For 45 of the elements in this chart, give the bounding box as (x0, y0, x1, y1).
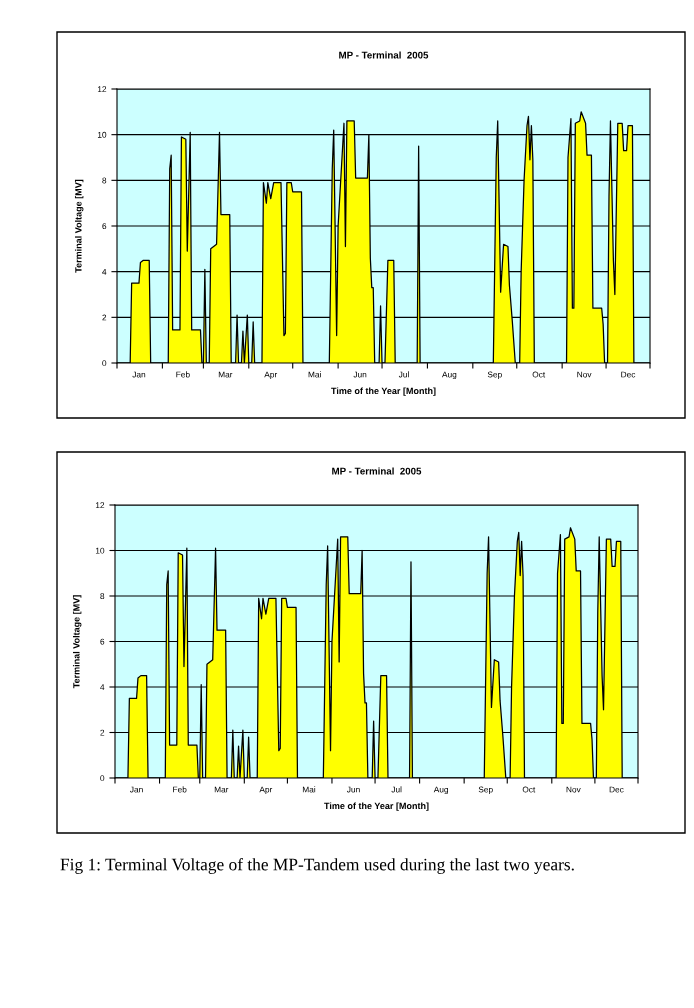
x-tick-label: Sep (478, 786, 493, 795)
y-tick-label: 12 (95, 502, 105, 509)
y-tick-label: 10 (97, 131, 107, 138)
chart-title: MP - Terminal 2005 (339, 51, 429, 59)
y-tick-label: 12 (97, 86, 107, 93)
x-tick-label: Oct (532, 371, 546, 378)
x-tick-label: Oct (522, 786, 536, 793)
x-tick-label: Mai (308, 371, 321, 378)
y-tick-label: 6 (100, 638, 105, 645)
chart-title: MP - Terminal 2005 (332, 467, 422, 475)
x-tick-label: Jul (391, 786, 402, 793)
x-tick-label: Feb (176, 371, 190, 378)
x-axis-title: Time of the Year [Month] (324, 802, 429, 811)
y-axis-title: Terminal Voltage [MV] (74, 179, 84, 273)
x-tick-label: Jun (346, 786, 360, 793)
x-tick-label: Mar (218, 371, 233, 378)
y-tick-label: 0 (100, 775, 105, 782)
x-tick-label: Apr (259, 786, 273, 795)
x-tick-label: Jun (353, 371, 367, 378)
x-tick-label: Aug (433, 786, 449, 795)
y-tick-label: 8 (102, 177, 107, 184)
x-tick-label: Aug (442, 371, 457, 380)
x-tick-label: Feb (173, 786, 187, 793)
x-tick-label: Nov (566, 786, 581, 793)
x-axis-title: Time of the Year [Month] (331, 387, 436, 396)
x-tick-label: Apr (264, 371, 278, 380)
y-tick-label: 4 (102, 268, 107, 275)
y-tick-label: 6 (102, 223, 107, 230)
y-tick-label: 8 (100, 593, 105, 600)
y-axis-title: Terminal Voltage [MV] (72, 595, 82, 689)
x-tick-label: Dec (621, 371, 636, 378)
y-tick-label: 0 (102, 360, 107, 367)
x-tick-label: Mai (302, 786, 316, 793)
x-tick-label: Dec (609, 786, 624, 793)
y-tick-label: 2 (100, 729, 105, 736)
x-tick-label: Mar (214, 786, 229, 793)
x-tick-label: Nov (577, 371, 592, 378)
y-tick-label: 2 (102, 314, 107, 321)
x-tick-label: Jan (132, 371, 146, 378)
x-tick-label: Jul (398, 371, 409, 378)
y-tick-label: 4 (100, 684, 105, 691)
caption: Fig 1: Terminal Voltage of the MP-Tandem used during the last two years. (60, 858, 574, 874)
x-tick-label: Sep (487, 371, 502, 380)
y-tick-label: 10 (95, 547, 105, 554)
x-tick-label: Jan (129, 786, 143, 793)
